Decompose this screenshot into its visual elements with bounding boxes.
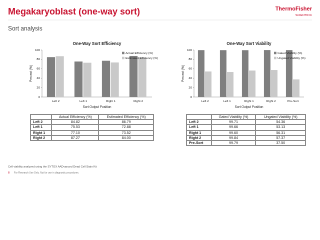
y-tick-label: 80 — [189, 57, 193, 61]
bar — [219, 50, 227, 97]
y-tick-label: 60 — [189, 67, 193, 71]
y-tick-label: 20 — [189, 85, 193, 89]
bar — [101, 60, 111, 97]
y-tick-label: 40 — [189, 76, 193, 80]
logo-tagline: SCIENTIFIC — [295, 13, 313, 17]
bar — [285, 50, 293, 97]
table-cell: 99.71 — [210, 119, 257, 126]
row-label: Left 2 — [29, 119, 53, 126]
y-tick-label: 0 — [190, 95, 192, 99]
row-label: Right 2 — [29, 134, 53, 142]
x-tick-label: Left 1 — [223, 99, 231, 103]
legend-label: Gated Viability (%) — [278, 51, 303, 55]
x-tick-label: Right 1 — [244, 99, 254, 103]
slide: Megakaryoblast (one-way sort) Sort analy… — [8, 6, 313, 175]
table-cell: 75.53 — [51, 124, 100, 131]
row-label: Left 1 — [29, 124, 53, 131]
bar — [293, 79, 300, 97]
table-cell: 99.60 — [210, 129, 257, 136]
y-tick-label: 100 — [35, 48, 40, 52]
table-cell: 57.37 — [255, 134, 306, 142]
column-header: Gated Viability (%) — [210, 113, 257, 121]
page-number: 8 — [8, 171, 10, 175]
table-cell: 73.52 — [98, 129, 154, 136]
y-tick-label: 40 — [37, 76, 41, 80]
slide-canvas: Megakaryoblast (one-way sort) Sort analy… — [8, 6, 313, 175]
table-cell: 37.50 — [255, 139, 306, 147]
bar — [263, 50, 271, 97]
slide-title: Megakaryoblast (one-way sort) — [8, 6, 140, 16]
x-tick-label: Pre-Sort — [287, 99, 298, 103]
bar — [46, 57, 56, 97]
logo: ThermoFisher — [275, 6, 313, 12]
bar — [110, 62, 119, 97]
y-tick-label: 100 — [187, 48, 192, 52]
bar — [83, 62, 92, 97]
y-axis-label: Percent (%) — [29, 65, 33, 82]
legend-swatch — [122, 51, 125, 55]
chart-title: One-Way Sort Efficiency — [73, 41, 122, 46]
table-cell: 99.79 — [210, 139, 257, 147]
table-cell: 77.10 — [51, 129, 100, 136]
bar — [271, 70, 278, 97]
table-cell: 84.82 — [51, 119, 100, 126]
x-axis-label: Sort Output Position — [83, 105, 112, 109]
bar — [205, 71, 212, 97]
table-cell: 54.36 — [255, 119, 306, 126]
table-cell: 86.79 — [98, 119, 154, 126]
subtitle: Sort analysis — [8, 27, 42, 33]
legend-label: Estimated Efficiency (%) — [126, 56, 158, 60]
legend-swatch — [274, 56, 277, 60]
legend-label: Ungated Viability (%) — [278, 56, 306, 60]
row-label: Right 1 — [29, 129, 53, 136]
y-tick-label: 80 — [37, 57, 41, 61]
legal: For Research Use Only. Not for use in di… — [14, 172, 79, 175]
x-tick-label: Right 1 — [106, 99, 116, 103]
y-tick-label: 20 — [37, 85, 41, 89]
data-table: Gated Viability (%) Ungated Viability (%)… — [186, 113, 306, 147]
table-cell: 56.31 — [255, 129, 306, 136]
table-cell: 84.00 — [98, 134, 154, 142]
table-cell: 53.13 — [255, 124, 306, 131]
table-cell: 99.66 — [210, 124, 257, 131]
bar — [129, 55, 138, 97]
bar — [227, 72, 234, 97]
table-cell: 99.84 — [210, 134, 257, 142]
y-tick-label: 0 — [38, 95, 40, 99]
x-tick-label: Right 2 — [133, 99, 143, 103]
bar — [241, 50, 249, 97]
footnote: Cell viability analyzed using the SYTOX … — [8, 165, 97, 169]
legend-swatch — [274, 51, 277, 55]
x-tick-label: Left 1 — [79, 99, 87, 103]
y-tick-label: 60 — [37, 67, 41, 71]
bar — [138, 57, 147, 97]
y-axis-label: Percent (%) — [181, 65, 185, 82]
row-label: Pre-Sort — [186, 139, 212, 147]
bar — [74, 61, 83, 97]
table-cell: 72.88 — [98, 124, 154, 131]
data-table: Actual Efficiency (%) Estimated Efficienc… — [29, 113, 154, 142]
x-tick-label: Right 2 — [266, 99, 276, 103]
x-tick-label: Left 2 — [201, 99, 209, 103]
chart-title: One-Way Sort Viability — [227, 41, 272, 46]
legend-label: Actual Efficiency (%) — [126, 51, 153, 55]
x-axis-label: Sort Output Position — [235, 105, 264, 109]
bar — [249, 70, 256, 97]
bar — [197, 50, 205, 97]
column-header: Estimated Efficiency (%) — [98, 113, 154, 121]
table-cell: 87.27 — [51, 134, 100, 142]
x-tick-label: Left 2 — [52, 99, 60, 103]
bar — [55, 56, 64, 97]
column-header: Actual Efficiency (%) — [51, 113, 100, 121]
legend-swatch — [122, 56, 125, 60]
column-header: Ungated Viability (%) — [255, 113, 306, 121]
